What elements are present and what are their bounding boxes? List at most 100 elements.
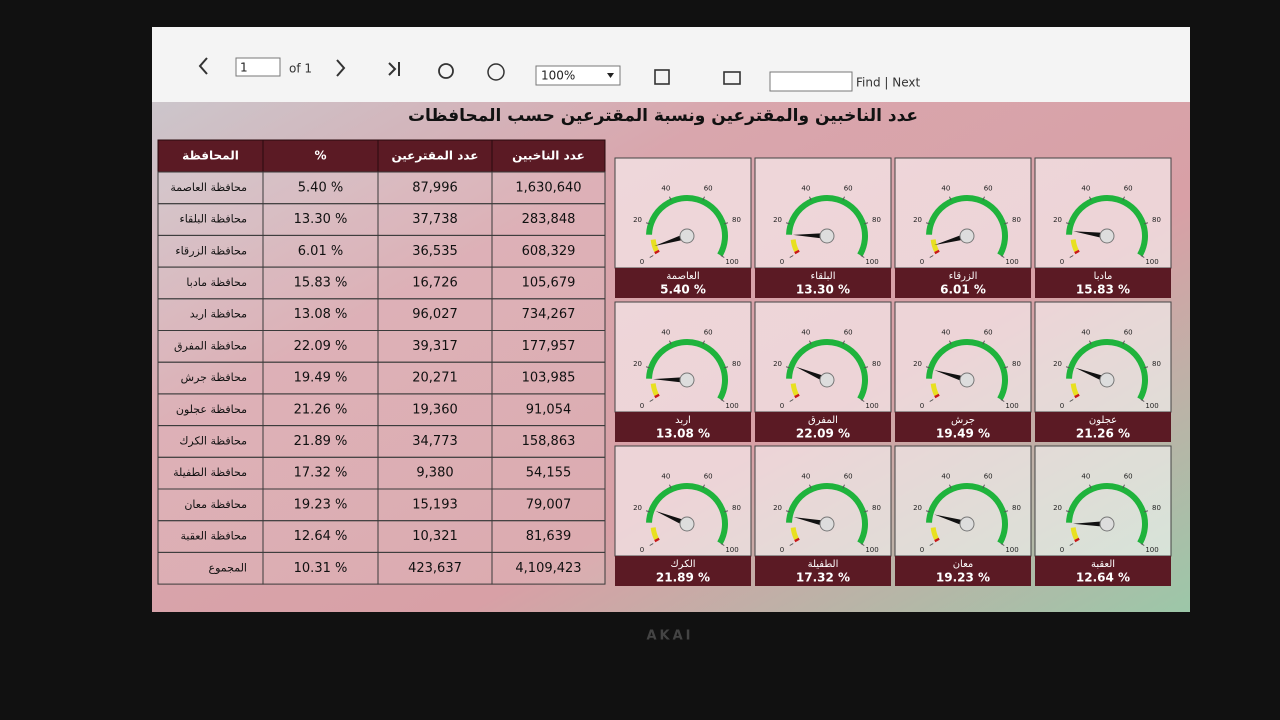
refresh-button[interactable] — [438, 63, 454, 79]
gauge-band-red — [1074, 537, 1080, 543]
prev-button[interactable] — [198, 57, 208, 75]
print-button[interactable] — [723, 71, 741, 85]
gauge-tick-label: 0 — [1060, 546, 1064, 554]
gauge-tick — [702, 484, 705, 489]
gauge-hub — [819, 516, 835, 532]
gauge-tick-label: 20 — [633, 360, 642, 368]
gauge-tick — [1003, 366, 1009, 369]
gauge-tick — [789, 399, 794, 402]
row-label: محافظة مادبا — [186, 276, 247, 289]
find-next[interactable]: Find | Next — [856, 76, 921, 90]
gauge-band-red — [934, 393, 940, 399]
gauge-tick-label: 40 — [941, 328, 950, 336]
gauge-tick — [1143, 366, 1149, 369]
gauge-tick-label: 40 — [1081, 328, 1090, 336]
table-cell — [377, 488, 493, 522]
gauge-tick — [720, 399, 725, 402]
gauge-panel — [1034, 301, 1172, 413]
gauge-needle — [934, 514, 968, 527]
table-cell — [491, 456, 606, 490]
find-input[interactable] — [769, 71, 853, 92]
toolbar — [152, 27, 1190, 102]
gauge-tick-label: 0 — [640, 258, 644, 266]
gauge-tick-label: 60 — [844, 184, 853, 192]
next-button[interactable] — [336, 59, 346, 77]
gauge-hub — [1099, 516, 1115, 532]
cell-value: 81,639 — [526, 529, 572, 544]
gauge-name: الكرك — [670, 559, 695, 570]
cell-value: 6.01 % — [298, 244, 343, 259]
page-input[interactable] — [235, 57, 281, 77]
gauge-tick-label: 40 — [941, 472, 950, 480]
gauge-name: العقبة — [1091, 559, 1115, 570]
report-title: عدد الناخبين والمقترعين ونسبة المقترعين … — [408, 106, 918, 126]
cell-value: 10,321 — [412, 529, 458, 544]
row-label: محافظة البلقاء — [180, 213, 248, 226]
gauge-value: 19.49 % — [936, 427, 990, 441]
table-cell — [491, 203, 606, 236]
cell-value: 36,535 — [412, 244, 458, 259]
gauge-tick-label: 60 — [844, 472, 853, 480]
gauge-tick — [649, 399, 654, 402]
gauge-value: 12.64 % — [1076, 571, 1130, 585]
gauge-tick — [925, 366, 931, 369]
gauge-tick-label: 0 — [640, 402, 644, 410]
gauge-tick-label: 60 — [1124, 472, 1133, 480]
gauge-tick — [1143, 222, 1149, 225]
gauge-tick-label: 100 — [865, 546, 878, 554]
gauge-tick-label: 80 — [1152, 216, 1161, 224]
cell-value: 34,773 — [412, 434, 458, 449]
gauge-tick-label: 20 — [773, 360, 782, 368]
table-cell — [262, 551, 379, 585]
cell-value: 4,109,423 — [515, 561, 581, 576]
cell-value: 19,360 — [412, 402, 458, 417]
gauge-tick-label: 40 — [801, 184, 810, 192]
gauge-label-strip — [755, 268, 891, 298]
gauge-tick — [645, 510, 651, 513]
cell-value: 54,155 — [526, 466, 572, 481]
table-cell — [377, 393, 493, 427]
gauge-tick — [785, 222, 791, 225]
row-label: محافظة الكرك — [179, 434, 247, 447]
cell-value: 21.89 % — [294, 434, 348, 449]
table-cell — [157, 330, 264, 363]
cell-value: 9,380 — [416, 466, 453, 481]
gauge-tick-label: 80 — [1012, 360, 1021, 368]
gauge-tick — [1122, 340, 1125, 345]
header-text: عدد الناخبين — [512, 149, 585, 163]
gauge-panel — [614, 445, 752, 557]
gauge-tick — [1065, 510, 1071, 513]
table-cell — [157, 488, 264, 522]
gauge-tick-label: 20 — [633, 504, 642, 512]
zoom-select[interactable] — [535, 65, 621, 86]
table-cell — [377, 520, 493, 553]
back-button[interactable] — [487, 63, 505, 81]
gauge-tick — [929, 255, 934, 258]
gauge-tick — [949, 196, 952, 201]
cell-value: 79,007 — [526, 497, 572, 512]
gauge-tick-label: 80 — [1152, 360, 1161, 368]
cell-value: 13.30 % — [294, 212, 348, 227]
gauge-band-red — [794, 537, 800, 543]
cell-value: 19.49 % — [294, 371, 348, 386]
gauge-tick-label: 100 — [1145, 402, 1158, 410]
save-button[interactable] — [654, 69, 670, 85]
gauge-tick-label: 100 — [725, 402, 738, 410]
gauge-tick — [982, 484, 985, 489]
gauge-tick-label: 60 — [1124, 184, 1133, 192]
gauge-band-yellow — [1070, 527, 1079, 540]
gauge-tick — [1065, 366, 1071, 369]
table-cell — [377, 425, 493, 458]
gauge-tick-label: 0 — [920, 402, 924, 410]
gauge-band-red — [794, 249, 800, 255]
gauge-name: الطفيلة — [808, 559, 839, 570]
cell-value: 5.40 % — [298, 180, 343, 195]
gauge-tick-label: 80 — [1012, 216, 1021, 224]
gauge-tick — [863, 366, 869, 369]
gauge-band-red — [654, 249, 660, 255]
gauge-tick-label: 60 — [1124, 328, 1133, 336]
last-button[interactable] — [388, 62, 400, 76]
